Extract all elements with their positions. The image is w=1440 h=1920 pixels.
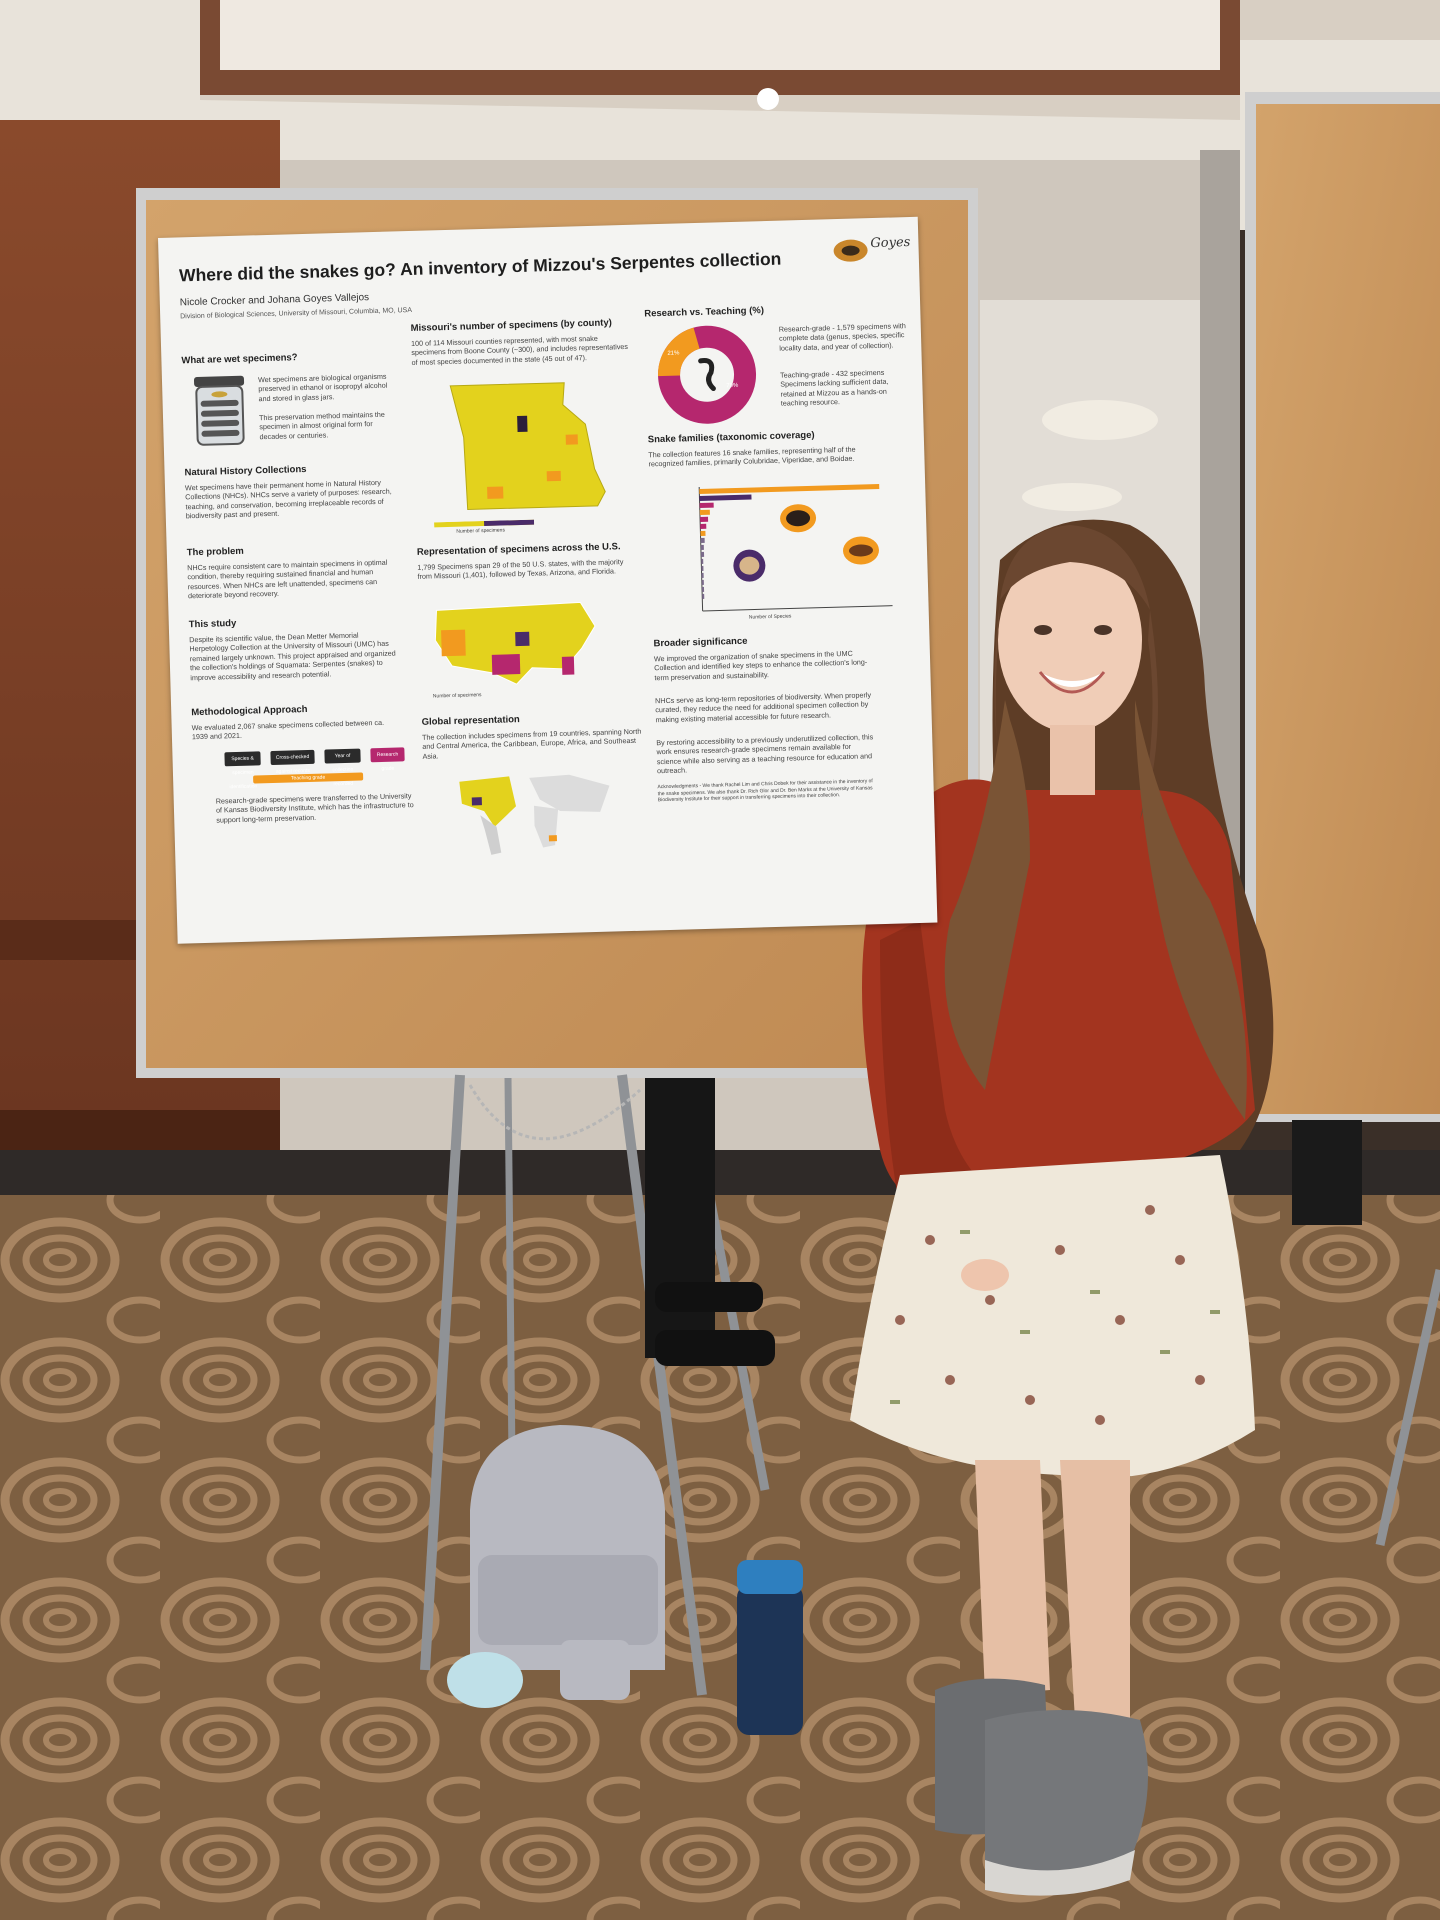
missouri-legend-label: Number of specimens [456, 527, 506, 535]
teaching-grade-text: Teaching-grade - 432 specimens Specimens… [779, 367, 889, 408]
heading-missouri: Missouri's number of specimens (by count… [410, 317, 612, 334]
research-grade-text: Research-grade - 1,579 specimens with co… [778, 321, 906, 353]
research-poster: Where did the snakes go? An inventory of… [158, 216, 938, 944]
research-teaching-donut [658, 325, 757, 424]
heading-broader: Broader significance [653, 635, 748, 650]
world-map [459, 774, 610, 855]
heading-families: Snake families (taxonomic coverage) [647, 429, 815, 446]
heading-us: Representation of specimens across the U… [416, 541, 621, 558]
heading-problem: The problem [186, 545, 244, 559]
donut-label-large: 79% [726, 382, 739, 390]
donut-label-small: 21% [667, 350, 680, 357]
nhc-text: Wet specimens have their permanent home … [184, 477, 392, 521]
lab-logo-text: Goyes [870, 234, 911, 252]
families-text: The collection features 16 snake familie… [648, 444, 856, 469]
method-text: We evaluated 2,067 snake specimens colle… [191, 717, 385, 742]
flow-step-4: Research grade [370, 747, 405, 772]
broader-text-2: NHCs serve as long-term repositories of … [654, 690, 872, 725]
acknowledgments-text: Acknowledgments - We thank Rachel Lim an… [657, 778, 873, 804]
global-text: The collection includes specimens from 1… [421, 726, 642, 761]
heading-method: Methodological Approach [191, 704, 308, 719]
this-study-text: Despite its scientific value, the Dean M… [189, 630, 396, 682]
flow-step-2: Cross-checked against records [270, 749, 315, 775]
wet-specimens-text-2: This preservation method maintains the s… [258, 409, 385, 442]
broader-text-1: We improved the organization of snake sp… [653, 648, 868, 683]
flow-step-1: Species & specimen identification [224, 751, 261, 790]
heading-wet-specimens: What are wet specimens? [181, 352, 298, 367]
us-states-map [434, 601, 596, 685]
heading-global: Global representation [421, 714, 520, 728]
wet-specimens-text-1: Wet specimens are biological organisms p… [257, 371, 388, 404]
specimen-jar-icon [193, 375, 245, 446]
method-text-2: Research-grade specimens were transferre… [215, 791, 414, 825]
lab-logo-icon [833, 239, 868, 262]
families-xlabel: Number of Species [748, 613, 792, 621]
us-legend-label: Number of specimens [432, 692, 482, 700]
families-bar-chart [698, 483, 893, 612]
broader-text-3: By restoring accessibility to a previous… [656, 732, 874, 776]
poster-authors: Nicole Crocker and Johana Goyes Vallejos [179, 292, 370, 309]
poster-affiliation: Division of Biological Sciences, Univers… [180, 306, 413, 321]
heading-this-study: This study [188, 617, 237, 631]
poster-title: Where did the snakes go? An inventory of… [178, 248, 782, 286]
heading-research-teaching: Research vs. Teaching (%) [644, 305, 765, 320]
flow-step-3: Year of collection recorded [324, 748, 361, 787]
problem-text: NHCs require consistent care to maintain… [187, 557, 388, 601]
us-text: 1,799 Specimens span 29 of the 50 U.S. s… [417, 557, 624, 582]
heading-nhc: Natural History Collections [184, 463, 307, 479]
missouri-text: 100 of 114 Missouri counties represented… [410, 333, 629, 367]
missouri-legend-bar [434, 519, 535, 528]
missouri-county-map [449, 382, 606, 510]
